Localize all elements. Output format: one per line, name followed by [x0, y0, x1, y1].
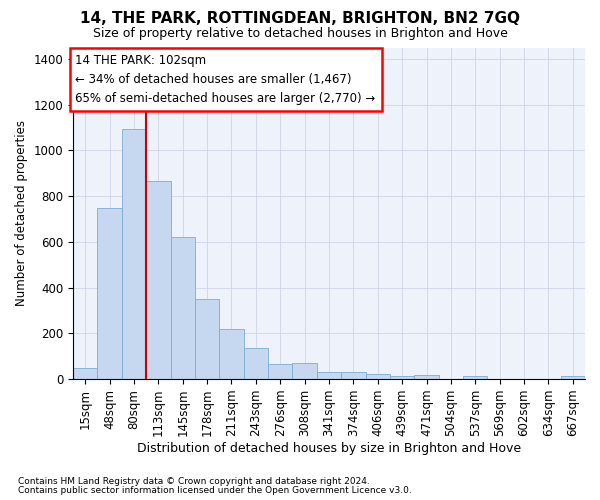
Text: Size of property relative to detached houses in Brighton and Hove: Size of property relative to detached ho…: [92, 28, 508, 40]
Bar: [195, 299, 220, 379]
Bar: [170, 238, 195, 379]
Bar: [365, 374, 390, 379]
Bar: [73, 368, 97, 379]
Bar: [341, 372, 365, 379]
Bar: [268, 364, 292, 379]
Bar: [97, 208, 122, 379]
Bar: [463, 376, 487, 379]
Bar: [390, 376, 415, 379]
Bar: [146, 182, 170, 379]
Bar: [560, 376, 585, 379]
Bar: [317, 372, 341, 379]
Y-axis label: Number of detached properties: Number of detached properties: [15, 120, 28, 306]
Bar: [415, 375, 439, 379]
Text: Contains HM Land Registry data © Crown copyright and database right 2024.: Contains HM Land Registry data © Crown c…: [18, 477, 370, 486]
Text: 14, THE PARK, ROTTINGDEAN, BRIGHTON, BN2 7GQ: 14, THE PARK, ROTTINGDEAN, BRIGHTON, BN2…: [80, 11, 520, 26]
Bar: [292, 363, 317, 379]
Text: 14 THE PARK: 102sqm
← 34% of detached houses are smaller (1,467)
65% of semi-det: 14 THE PARK: 102sqm ← 34% of detached ho…: [76, 54, 376, 106]
Text: Contains public sector information licensed under the Open Government Licence v3: Contains public sector information licen…: [18, 486, 412, 495]
Bar: [220, 329, 244, 379]
Bar: [122, 128, 146, 379]
X-axis label: Distribution of detached houses by size in Brighton and Hove: Distribution of detached houses by size …: [137, 442, 521, 455]
Bar: [244, 348, 268, 379]
